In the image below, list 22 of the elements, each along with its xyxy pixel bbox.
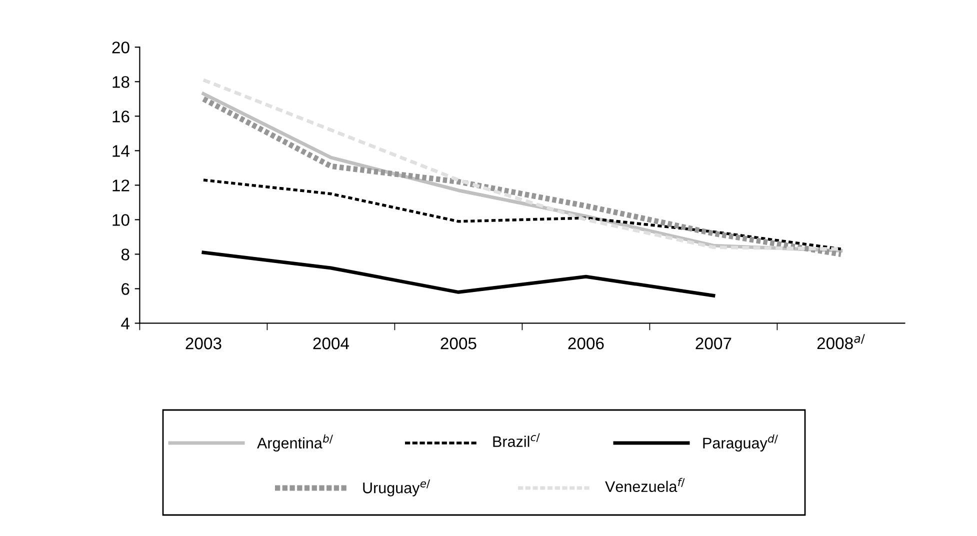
y-tick-label: 12	[112, 180, 130, 192]
y-tick-label: 16	[112, 110, 130, 122]
y-tick-label: 18	[112, 76, 130, 88]
x-tick-label: 2008$^{a/}$	[817, 334, 865, 350]
y-tick-label: 4	[121, 318, 130, 330]
x-tick-label: 2006	[568, 338, 604, 350]
line-series	[202, 178, 842, 250]
legend-label: Argentina$^{b/}$	[257, 434, 333, 452]
x-tick-label: 2004	[313, 338, 350, 350]
legend-label: Venezuela$^{f/}$	[605, 478, 685, 492]
legend-label: Paraguay$^{d/}$	[703, 434, 778, 452]
x-tick-label: 2005	[440, 338, 476, 350]
y-tick-label: 20	[112, 42, 130, 54]
x-tick-label: 2007	[696, 338, 732, 350]
y-tick-label: 14	[112, 145, 130, 157]
legend-label: Uruguay$^{e/}$	[363, 480, 430, 496]
y-tick-label: 10	[112, 214, 130, 226]
legend-label: Brazil$^{c/}$	[493, 433, 540, 447]
y-tick-label: 6	[122, 283, 130, 295]
y-tick-label: 8	[121, 248, 130, 260]
x-tick-label: 2003	[186, 338, 222, 350]
line-series	[202, 250, 716, 298]
